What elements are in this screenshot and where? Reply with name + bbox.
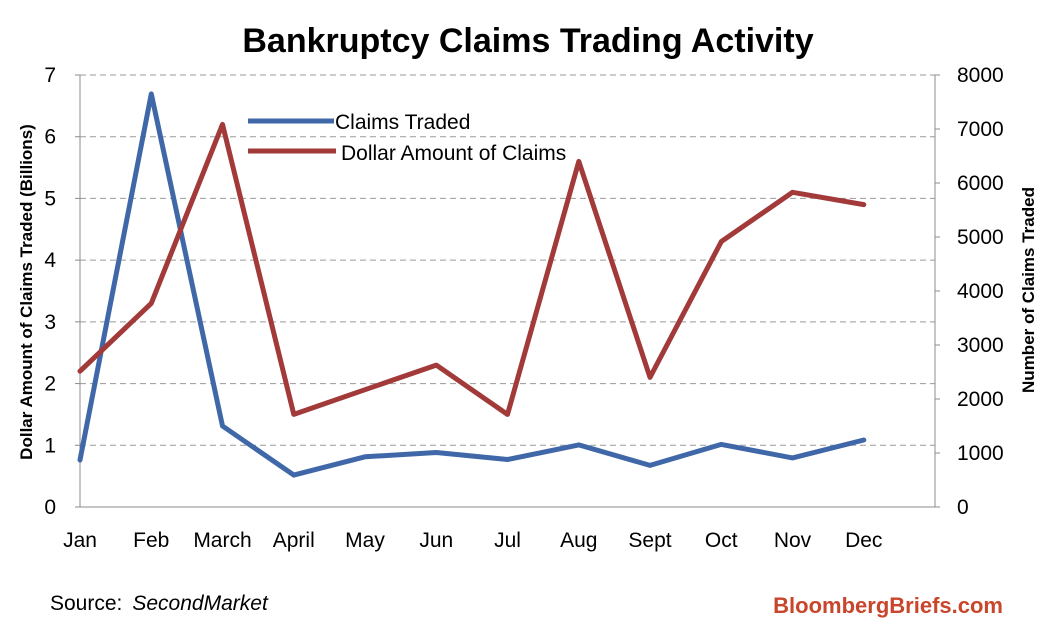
left-tick-label: 4 — [44, 249, 56, 272]
x-axis-ticks: Jan Feb March April May Jun Jul Aug Sept Oct Nov De… — [63, 529, 882, 552]
x-tick-label: May — [345, 529, 385, 552]
x-tick-label: Sept — [628, 529, 671, 552]
right-tick-label: 2000 — [957, 388, 1004, 411]
right-tick-label: 5000 — [957, 226, 1004, 249]
x-tick-label: Jun — [419, 529, 453, 552]
source-note: Source: SecondMarket — [50, 592, 269, 615]
right-axis-ticks: 0 1000 2000 3000 4000 5000 6000 7000 8000 — [935, 64, 1004, 519]
axes — [79, 75, 936, 508]
left-tick-label: 7 — [44, 64, 56, 87]
x-tick-label: April — [273, 529, 315, 552]
source-label: Source: — [50, 592, 122, 615]
left-tick-label: 2 — [44, 373, 56, 396]
chart-title: Bankruptcy Claims Trading Activity — [242, 22, 813, 60]
left-axis-ticks: 0 1 2 3 4 5 6 7 — [44, 64, 80, 519]
legend-label-claims-traded: Claims Traded — [335, 111, 470, 134]
series-line-dollar-amount — [77, 121, 867, 417]
right-axis-label: Number of Claims Traded — [1019, 187, 1038, 393]
brand-logo: BloombergBriefs.com — [773, 593, 1003, 618]
left-tick-label: 6 — [44, 126, 56, 149]
left-tick-label: 1 — [44, 434, 56, 457]
series-line-claims-traded — [77, 91, 867, 478]
x-tick-label: Jul — [494, 529, 521, 552]
legend: Claims Traded Dollar Amount of Claims — [248, 111, 566, 165]
source-name: SecondMarket — [132, 592, 269, 615]
x-tick-label: Dec — [845, 529, 882, 552]
x-tick-label: March — [193, 529, 251, 552]
right-tick-label: 3000 — [957, 334, 1004, 357]
x-tick-label: Oct — [705, 529, 738, 552]
left-tick-label: 3 — [44, 311, 56, 334]
gridlines — [80, 74, 935, 446]
x-tick-label: Nov — [774, 529, 812, 552]
right-tick-label: 0 — [957, 496, 969, 519]
right-tick-label: 1000 — [957, 442, 1004, 465]
series — [77, 91, 867, 478]
right-tick-label: 8000 — [957, 64, 1004, 87]
x-tick-label: Aug — [560, 529, 597, 552]
left-tick-label: 0 — [44, 496, 56, 519]
right-tick-label: 4000 — [957, 280, 1004, 303]
left-axis-label: Dollar Amount of Claims Traded (Billions… — [17, 124, 36, 460]
x-tick-label: Jan — [63, 529, 97, 552]
left-tick-label: 5 — [44, 187, 56, 210]
x-tick-label: Feb — [133, 529, 169, 552]
right-tick-label: 7000 — [957, 118, 1004, 141]
legend-label-dollar-amount: Dollar Amount of Claims — [341, 142, 566, 165]
right-tick-label: 6000 — [957, 172, 1004, 195]
